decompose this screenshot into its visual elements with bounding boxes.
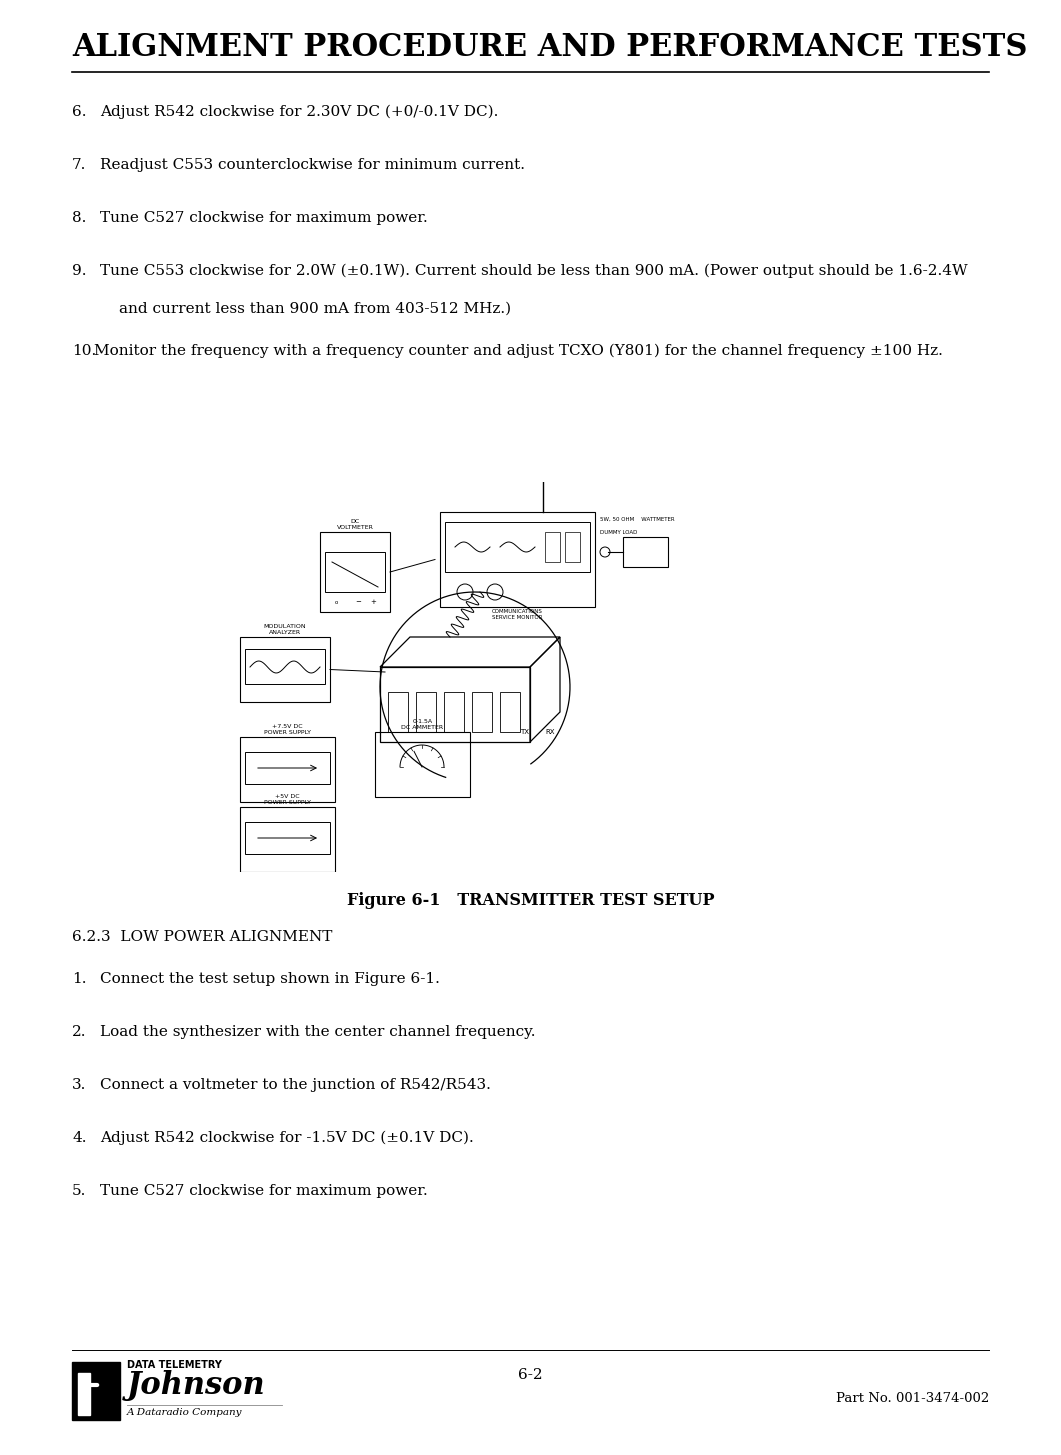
Text: 10.: 10. (72, 343, 97, 358)
Bar (472, 693, 492, 732)
Text: 2.: 2. (72, 1024, 87, 1039)
Bar (240, 637, 330, 701)
Text: DUMMY LOAD: DUMMY LOAD (601, 530, 638, 535)
Bar (623, 537, 668, 567)
Text: DC
VOLTMETER: DC VOLTMETER (336, 519, 373, 530)
Text: Connect a voltmeter to the junction of R542/R543.: Connect a voltmeter to the junction of R… (100, 1078, 491, 1093)
Text: COMMUNICATIONS
SERVICE MONITOR: COMMUNICATIONS SERVICE MONITOR (492, 610, 543, 620)
Text: Johnson: Johnson (127, 1371, 265, 1401)
Text: 4.: 4. (72, 1131, 87, 1145)
Text: 0-1.5A
DC AMMETER: 0-1.5A DC AMMETER (401, 719, 443, 730)
Text: A Dataradio Company: A Dataradio Company (127, 1408, 243, 1417)
Text: Tune C527 clockwise for maximum power.: Tune C527 clockwise for maximum power. (100, 211, 428, 226)
Text: 5.: 5. (72, 1184, 86, 1197)
Text: Tune C553 clockwise for 2.0W (±0.1W). Current should be less than 900 mA. (Power: Tune C553 clockwise for 2.0W (±0.1W). Cu… (100, 263, 968, 278)
Bar (245, 649, 325, 684)
Bar (325, 551, 385, 592)
Text: Adjust R542 clockwise for -1.5V DC (±0.1V DC).: Adjust R542 clockwise for -1.5V DC (±0.1… (100, 1131, 474, 1145)
Bar (445, 522, 590, 572)
Text: 9.: 9. (72, 263, 87, 278)
Bar (440, 512, 595, 607)
Bar (320, 533, 390, 613)
Text: and current less than 900 mA from 403-512 MHz.): and current less than 900 mA from 403-51… (119, 303, 511, 316)
Text: DATA TELEMETRY: DATA TELEMETRY (127, 1360, 222, 1371)
Text: Adjust R542 clockwise for 2.30V DC (+0/-0.1V DC).: Adjust R542 clockwise for 2.30V DC (+0/-… (100, 105, 499, 119)
Text: −: − (355, 599, 361, 605)
Bar (245, 822, 330, 854)
Text: 1.: 1. (72, 972, 87, 986)
Text: 8.: 8. (72, 211, 86, 226)
Bar (416, 693, 436, 732)
Bar (240, 808, 335, 872)
Bar (72, 1362, 120, 1420)
Text: Connect the test setup shown in Figure 6-1.: Connect the test setup shown in Figure 6… (100, 972, 440, 986)
Text: 3.: 3. (72, 1078, 86, 1093)
Text: +7.5V DC
POWER SUPPLY: +7.5V DC POWER SUPPLY (264, 725, 311, 735)
Bar (79, 1374, 90, 1416)
Text: MODULATION
ANALYZER: MODULATION ANALYZER (264, 624, 307, 634)
Text: ALIGNMENT PROCEDURE AND PERFORMANCE TESTS: ALIGNMENT PROCEDURE AND PERFORMANCE TEST… (72, 32, 1027, 63)
Text: 6.: 6. (72, 105, 87, 119)
Bar (388, 693, 408, 732)
Text: o: o (335, 599, 338, 605)
Bar (375, 732, 470, 797)
Text: +: + (370, 599, 376, 605)
Bar (500, 693, 520, 732)
Text: Part No. 001-3474-002: Part No. 001-3474-002 (836, 1392, 989, 1406)
Text: Load the synthesizer with the center channel frequency.: Load the synthesizer with the center cha… (100, 1024, 536, 1039)
Text: Figure 6-1   TRANSMITTER TEST SETUP: Figure 6-1 TRANSMITTER TEST SETUP (347, 892, 714, 909)
Text: 5W, 50 OHM    WATTMETER: 5W, 50 OHM WATTMETER (601, 517, 675, 522)
Bar (545, 533, 560, 562)
Text: 6-2: 6-2 (518, 1368, 543, 1382)
Bar (240, 738, 335, 802)
Bar (566, 533, 580, 562)
Bar (245, 752, 330, 784)
Text: 6.2.3  LOW POWER ALIGNMENT: 6.2.3 LOW POWER ALIGNMENT (72, 930, 332, 944)
Text: 7.: 7. (72, 159, 86, 172)
Text: Tune C527 clockwise for maximum power.: Tune C527 clockwise for maximum power. (100, 1184, 428, 1197)
Text: Monitor the frequency with a frequency counter and adjust TCXO (Y801) for the ch: Monitor the frequency with a frequency c… (94, 343, 943, 358)
Text: Readjust C553 counterclockwise for minimum current.: Readjust C553 counterclockwise for minim… (100, 159, 525, 172)
Text: RX: RX (545, 729, 555, 735)
Text: TX: TX (521, 729, 529, 735)
Bar (443, 693, 464, 732)
Text: +5V DC
POWER SUPPLY: +5V DC POWER SUPPLY (264, 794, 311, 805)
